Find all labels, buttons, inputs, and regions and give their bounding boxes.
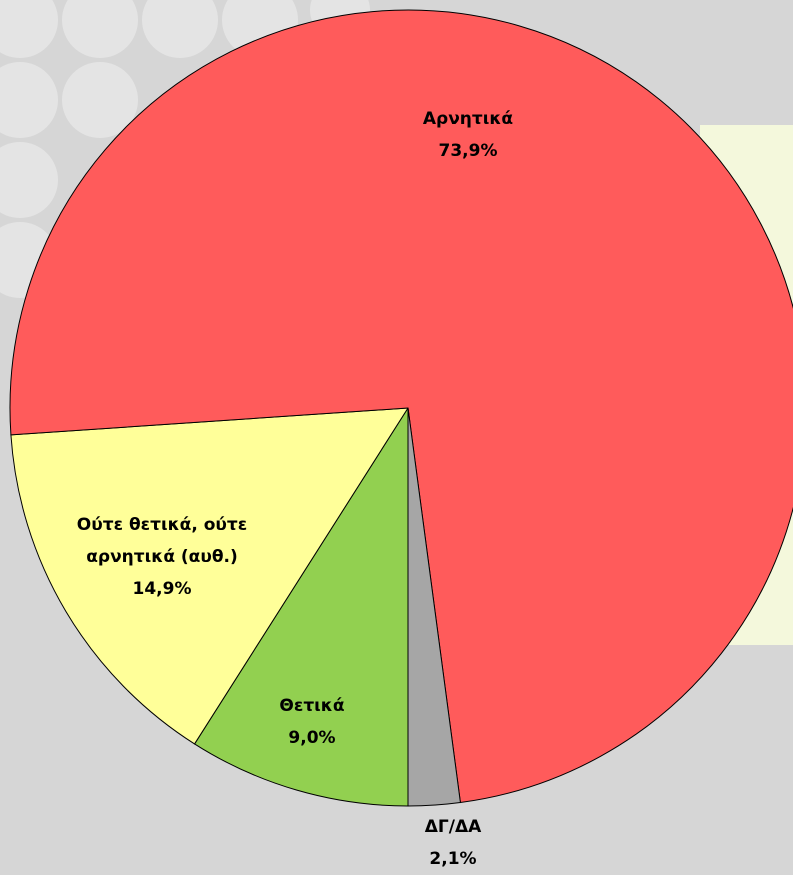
slice-label: Ούτε θετικά, ούτε αρνητικά (αυθ.) 14,9% bbox=[42, 509, 282, 605]
slice-name: ΔΓ/ΔΑ bbox=[424, 817, 482, 837]
pie-slice bbox=[9, 9, 793, 804]
slice-name: Θετικά bbox=[279, 696, 345, 716]
slice-label: Αρνητικά 73,9% bbox=[423, 103, 513, 167]
slice-label: ΔΓ/ΔΑ 2,1% bbox=[425, 811, 482, 875]
slice-value: 73,9% bbox=[438, 141, 498, 161]
slice-value: 2,1% bbox=[429, 849, 477, 869]
slice-name: Ούτε θετικά, ούτε αρνητικά (αυθ.) bbox=[76, 515, 248, 567]
slice-value: 14,9% bbox=[132, 579, 192, 599]
slice-label: Θετικά 9,0% bbox=[279, 690, 344, 754]
pie-slice bbox=[407, 407, 461, 807]
pie-slice bbox=[10, 407, 409, 745]
slice-value: 9,0% bbox=[288, 728, 336, 748]
background-pattern bbox=[0, 0, 370, 298]
pie-slice bbox=[193, 406, 409, 807]
slice-name: Αρνητικά bbox=[422, 109, 514, 129]
